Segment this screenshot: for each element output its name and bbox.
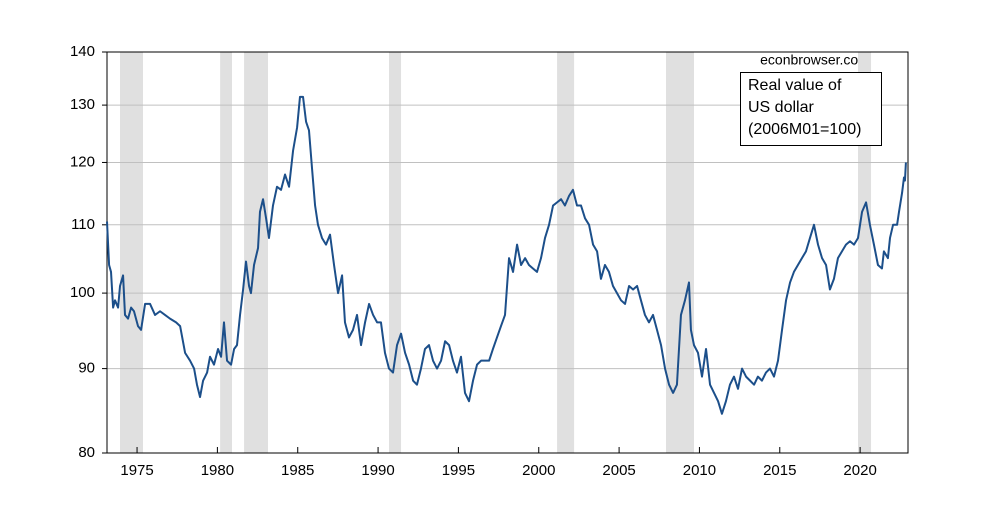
shaded-period — [557, 52, 575, 453]
x-tick-label: 1980 — [201, 462, 234, 479]
plot-frame — [106, 51, 909, 454]
shaded-period — [220, 52, 233, 453]
y-tick-label: 140 — [70, 43, 95, 60]
shaded-period — [120, 52, 143, 453]
y-tick-label: 90 — [78, 360, 95, 377]
x-tick-label: 2010 — [683, 462, 716, 479]
x-tick-label: 2020 — [843, 462, 876, 479]
x-tick-label: 2005 — [602, 462, 635, 479]
legend: Real value of US dollar (2006M01=100) — [740, 72, 882, 146]
y-tick-label: 110 — [71, 216, 95, 233]
y-tick-label: 80 — [78, 444, 95, 461]
shaded-period — [666, 52, 694, 453]
shaded-period — [388, 52, 402, 453]
x-tick-label: 1985 — [281, 462, 314, 479]
annotation: econbrowser.com — [760, 52, 870, 68]
shaded-period — [858, 52, 872, 453]
y-tick-label: 100 — [70, 284, 95, 301]
x-tick-label: 2015 — [763, 462, 796, 479]
x-tick-label: 1995 — [442, 462, 475, 479]
x-tick-label: 2000 — [522, 462, 555, 479]
shading-layer — [120, 52, 872, 453]
y-tick-label: 120 — [70, 153, 95, 170]
y-tick-label: 130 — [70, 96, 95, 113]
x-tick-label: 1975 — [120, 462, 153, 479]
series-line — [106, 95, 907, 415]
x-tick-label: 1990 — [361, 462, 394, 479]
